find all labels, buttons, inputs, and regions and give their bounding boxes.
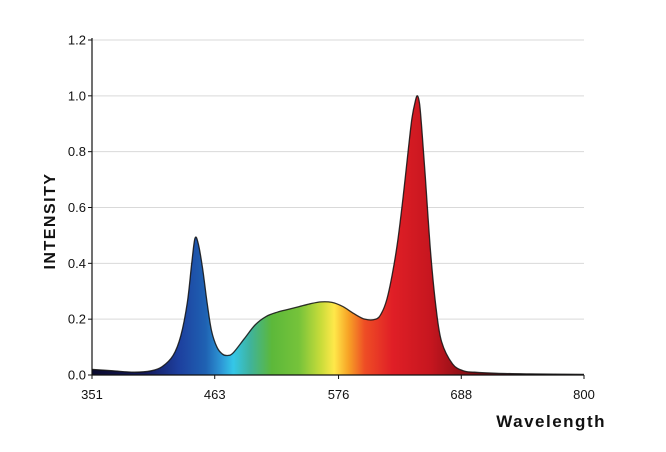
spectrum-area [92,95,584,375]
y-tick-label: 0.8 [68,144,86,159]
x-tick-label: 688 [450,387,472,402]
grid-layer [92,39,584,320]
y-tick-label: 0.2 [68,312,86,327]
y-tick-label: 1.2 [68,33,86,48]
ticks-layer: 0.0 0.2 0.4 0.6 0.8 1.0 1.2 351 463 576 688 800 [68,33,595,403]
x-tick-label: 576 [328,387,350,402]
plot-layer [91,95,585,376]
x-tick-label: 800 [573,387,595,402]
x-tick-label: 463 [204,387,226,402]
y-tick-label: 0.0 [68,368,86,383]
y-axis-title: INTENSITY [42,172,59,269]
series-line [91,95,585,376]
y-tick-label: 1.0 [68,88,86,103]
y-tick-label: 0.4 [68,256,86,271]
x-tick-label: 351 [81,387,103,402]
y-tick-label: 0.6 [68,200,86,215]
x-axis-title: Wavelength [496,412,606,431]
